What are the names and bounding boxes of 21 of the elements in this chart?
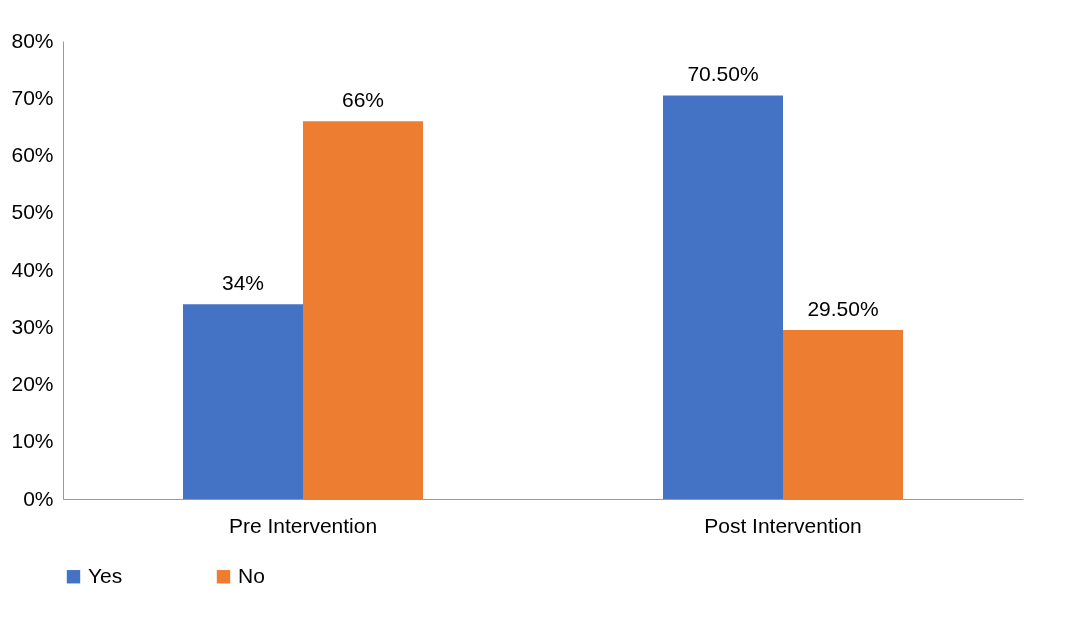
y-tick-label: 60% (11, 143, 54, 166)
data-label: 70.50% (687, 62, 759, 86)
y-tick-label: 50% (11, 200, 54, 224)
bar (183, 304, 303, 499)
bar (783, 330, 903, 499)
data-label: 66% (341, 88, 385, 112)
y-tick-label: 0% (23, 486, 54, 510)
x-tick-label: Post Intervention (704, 513, 862, 537)
bar (663, 95, 783, 499)
x-tick-label: Pre Intervention (228, 513, 378, 537)
bar (303, 121, 423, 499)
data-label: 29.50% (807, 297, 879, 321)
y-tick-label: 20% (11, 372, 54, 395)
y-tick-label: 80% (11, 28, 54, 52)
legend-label: No (238, 563, 265, 587)
legend-label: Yes (88, 563, 123, 587)
y-tick-label: 70% (11, 85, 54, 109)
data-label: 34% (221, 271, 265, 295)
y-tick-label: 40% (11, 257, 54, 281)
y-tick-label: 30% (11, 314, 54, 338)
y-tick-label: 10% (11, 429, 54, 453)
